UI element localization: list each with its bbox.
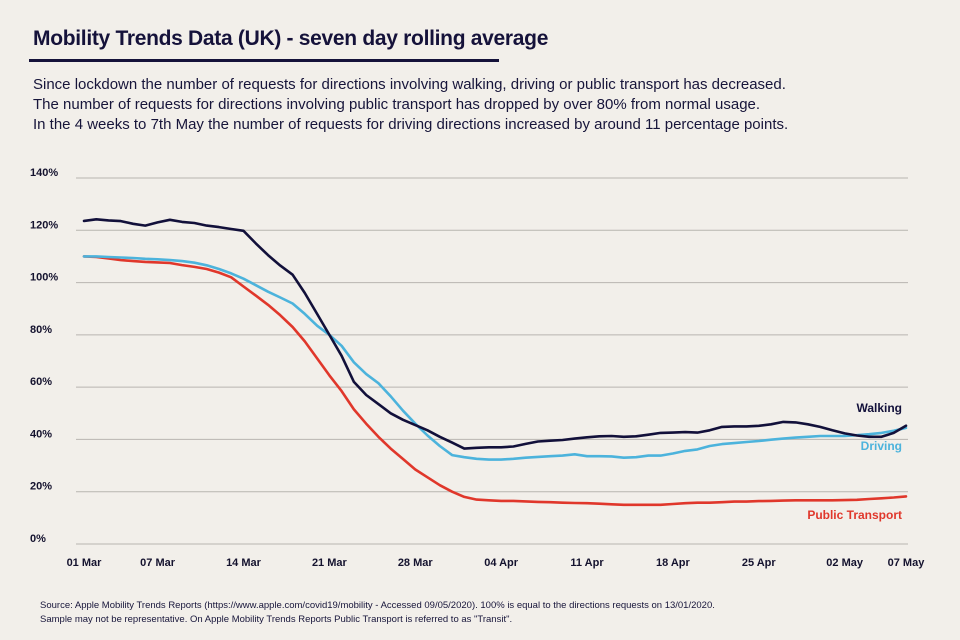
series-line-public-transport xyxy=(82,255,908,507)
gridlines xyxy=(76,177,908,545)
y-tick-label: 80% xyxy=(30,324,52,336)
intro-line: Since lockdown the number of requests fo… xyxy=(33,76,786,93)
series-label-driving: Driving xyxy=(861,439,902,453)
y-tick-label: 140% xyxy=(30,167,58,179)
x-tick-label: 01 Mar xyxy=(67,557,103,569)
x-tick-label: 07 May xyxy=(888,557,926,569)
intro-line: The number of requests for directions in… xyxy=(33,96,761,113)
y-tick-label: 40% xyxy=(30,428,52,440)
y-tick-label: 100% xyxy=(30,272,58,284)
x-tick-label: 21 Mar xyxy=(312,557,348,569)
x-axis-ticks: 01 Mar 07 Mar 14 Mar 21 Mar 28 Mar 04 Apr 11 A… xyxy=(67,557,926,569)
page-title: Mobility Trends Data (UK) - seven day ro… xyxy=(33,27,549,50)
y-tick-label: 20% xyxy=(30,481,52,493)
footnote-line: Sample may not be representative. On App… xyxy=(40,613,513,625)
footnote-line: Source: Apple Mobility Trends Reports (h… xyxy=(40,600,715,611)
x-tick-label: 14 Mar xyxy=(226,557,262,569)
intro-text: Since lockdown the number of requests fo… xyxy=(33,75,933,135)
y-tick-label: 120% xyxy=(30,219,58,231)
y-tick-label: 0% xyxy=(30,533,46,545)
series-label-walking: Walking xyxy=(856,401,902,415)
intro-line: In the 4 weeks to 7th May the number of … xyxy=(33,116,789,133)
series-lines xyxy=(82,218,908,507)
x-tick-label: 11 Apr xyxy=(570,557,604,569)
y-tick-label: 60% xyxy=(30,376,52,388)
x-tick-label: 07 Mar xyxy=(140,557,176,569)
series-labels: Walking Driving Public Transport xyxy=(807,401,902,522)
source-footnote: Source: Apple Mobility Trends Reports (h… xyxy=(40,599,940,626)
series-line-driving xyxy=(82,255,908,461)
x-tick-label: 18 Apr xyxy=(656,557,691,569)
title-underline xyxy=(29,59,499,62)
y-axis-ticks: 0% 20% 40% 60% 80% 100% 120% 140% xyxy=(30,167,58,545)
x-tick-label: 28 Mar xyxy=(398,557,434,569)
x-tick-label: 02 May xyxy=(826,557,864,569)
series-line-walking xyxy=(82,218,908,450)
series-label-public-transport: Public Transport xyxy=(807,508,902,522)
x-tick-label: 04 Apr xyxy=(484,557,519,569)
x-tick-label: 25 Apr xyxy=(742,557,777,569)
